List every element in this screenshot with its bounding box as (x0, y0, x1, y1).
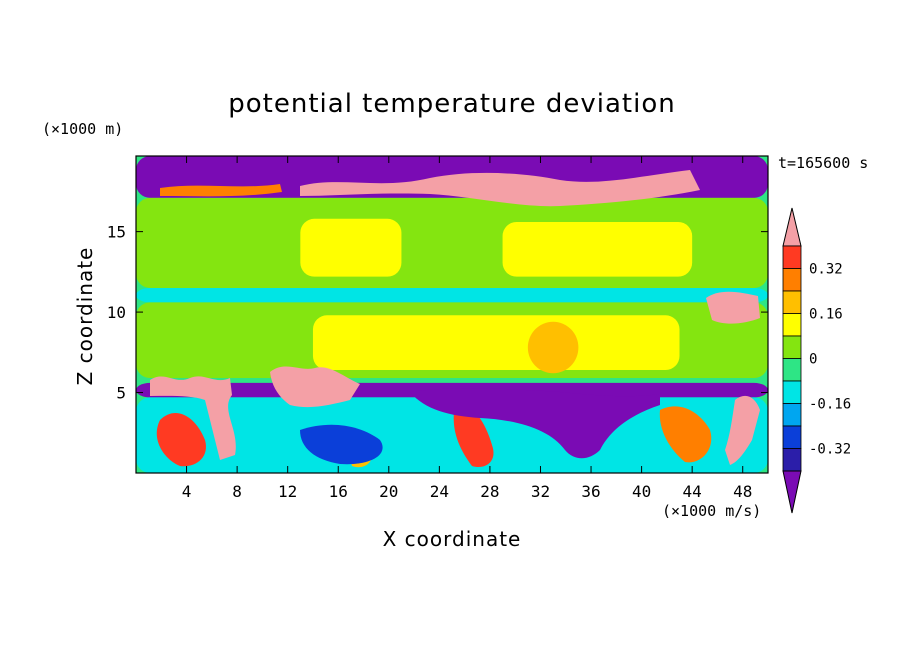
plume-center (270, 366, 360, 408)
field-region-2 (300, 218, 402, 277)
x-tick-label: 8 (232, 482, 242, 501)
x-axis-label: X coordinate (383, 527, 522, 551)
warm-eddy-3 (659, 406, 712, 463)
time-label: t=165600 s (778, 154, 868, 172)
cold-eddy-left (300, 424, 383, 465)
colorbar-extend-max (782, 207, 802, 247)
colorbar-tick-label: 0.32 (809, 262, 843, 278)
x-tick-label: 36 (581, 482, 600, 501)
upper-red-wisps (160, 184, 282, 197)
x-axis-ticks: 4 8 12 16 20 24 28 32 36 40 44 48 (182, 156, 752, 501)
x-tick-label: 12 (278, 482, 297, 501)
colorbar-bin (782, 358, 802, 382)
colorbar-bin (782, 448, 802, 472)
plot-area (136, 156, 768, 473)
plume-left (150, 376, 236, 460)
colorbar-tick-label: 0.16 (809, 307, 843, 323)
colorbar-extend-min (782, 470, 802, 514)
x-tick-label: 24 (430, 482, 449, 501)
colorbar-bin (782, 290, 802, 314)
colorbar-bin (782, 335, 802, 359)
x-tick-label: 16 (329, 482, 348, 501)
colorbar: 0.32 0.16 0 -0.16 -0.32 (782, 207, 851, 514)
warm-eddy-2 (453, 404, 494, 468)
x-tick-label: 44 (683, 482, 702, 501)
colorbar-bin (782, 425, 802, 449)
y-tick-label: 5 (116, 384, 126, 403)
x-tick-label: 20 (379, 482, 398, 501)
y-unit-label: (×1000 m) (42, 120, 123, 138)
cold-tongue (410, 388, 660, 459)
field-region-4 (136, 287, 768, 303)
x-unit-label: (×1000 m/s) (662, 502, 761, 520)
x-tick-label: 40 (632, 482, 651, 501)
x-tick-label: 28 (480, 482, 499, 501)
field-region-7 (527, 321, 579, 374)
upper-pink-band (300, 170, 700, 207)
plume-right (725, 395, 760, 465)
colorbar-tick-label: 0 (809, 352, 817, 368)
warm-eddy-1 (156, 412, 206, 467)
field-region-3 (502, 221, 693, 277)
x-tick-label: 48 (733, 482, 752, 501)
colorbar-tick-label: -0.16 (809, 397, 851, 413)
x-tick-label: 32 (531, 482, 550, 501)
colorbar-bin (782, 313, 802, 337)
field-region-6 (312, 315, 680, 371)
plot-frame (135, 155, 769, 474)
y-axis-ticks: 5 10 15 (107, 223, 768, 403)
colorbar-bin (782, 245, 802, 269)
colorbar-bin (782, 403, 802, 427)
y-axis-label: Z coordinate (73, 247, 97, 386)
x-tick-label: 4 (182, 482, 192, 501)
colorbar-bin (782, 380, 802, 404)
field-features (150, 170, 760, 468)
colorbar-tick-label: -0.32 (809, 442, 851, 458)
chart-title: potential temperature deviation (228, 89, 675, 119)
y-tick-label: 10 (107, 303, 126, 322)
y-tick-label: 15 (107, 223, 126, 242)
upper-right-patch (706, 291, 760, 324)
colorbar-bin (782, 268, 802, 292)
